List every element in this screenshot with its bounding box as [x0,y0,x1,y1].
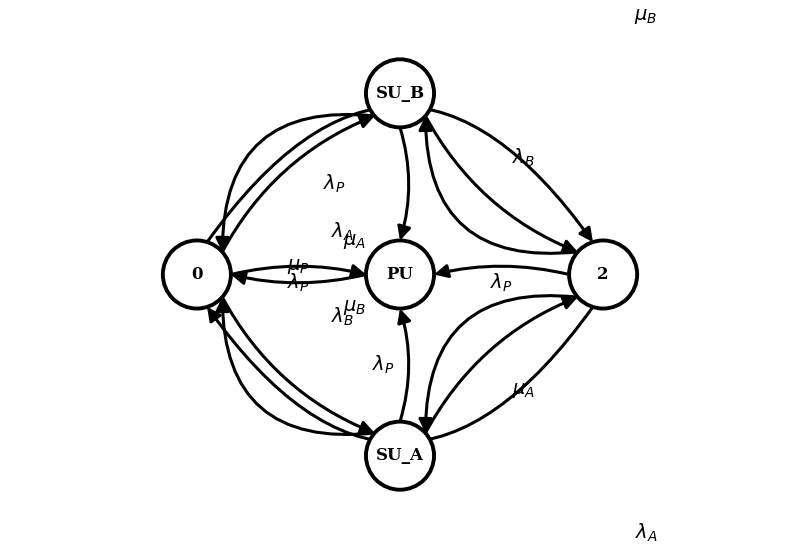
Circle shape [366,422,434,490]
FancyArrowPatch shape [420,295,578,430]
Text: $\mu_P$: $\mu_P$ [287,257,310,276]
FancyArrowPatch shape [209,307,593,442]
FancyArrowPatch shape [222,297,371,433]
Text: $\mu_A$: $\mu_A$ [343,232,366,251]
Text: SU_A: SU_A [376,447,424,464]
Text: $\lambda_P$: $\lambda_P$ [323,173,346,195]
Text: $\lambda_P$: $\lambda_P$ [490,272,513,294]
Text: $\lambda_A$: $\lambda_A$ [331,221,354,243]
Text: $\lambda_A$: $\lambda_A$ [634,522,658,544]
Text: 2: 2 [598,266,609,283]
FancyArrowPatch shape [426,298,574,433]
Text: $\mu_B$: $\mu_B$ [634,7,658,26]
Circle shape [163,240,231,309]
Circle shape [366,240,434,309]
FancyArrowPatch shape [217,300,374,435]
Circle shape [366,59,434,127]
Text: PU: PU [386,266,414,283]
FancyArrowPatch shape [231,266,362,277]
Text: $\lambda_B$: $\lambda_B$ [512,147,535,169]
FancyArrowPatch shape [222,116,371,252]
Text: $\lambda_P$: $\lambda_P$ [372,354,395,376]
Text: 0: 0 [191,266,202,283]
Text: SU_B: SU_B [375,85,425,102]
Circle shape [569,240,637,309]
FancyArrowPatch shape [234,272,366,283]
FancyArrowPatch shape [426,116,574,251]
FancyArrowPatch shape [217,114,374,249]
FancyArrowPatch shape [420,119,578,254]
Text: $\lambda_B$: $\lambda_B$ [331,306,354,328]
Text: $\mu_A$: $\mu_A$ [512,382,535,400]
FancyArrowPatch shape [207,107,591,242]
FancyArrowPatch shape [399,312,410,422]
Text: $\mu_B$: $\mu_B$ [343,298,366,317]
FancyArrowPatch shape [438,266,569,277]
FancyArrowPatch shape [399,127,410,237]
Text: $\lambda_P$: $\lambda_P$ [287,272,310,294]
